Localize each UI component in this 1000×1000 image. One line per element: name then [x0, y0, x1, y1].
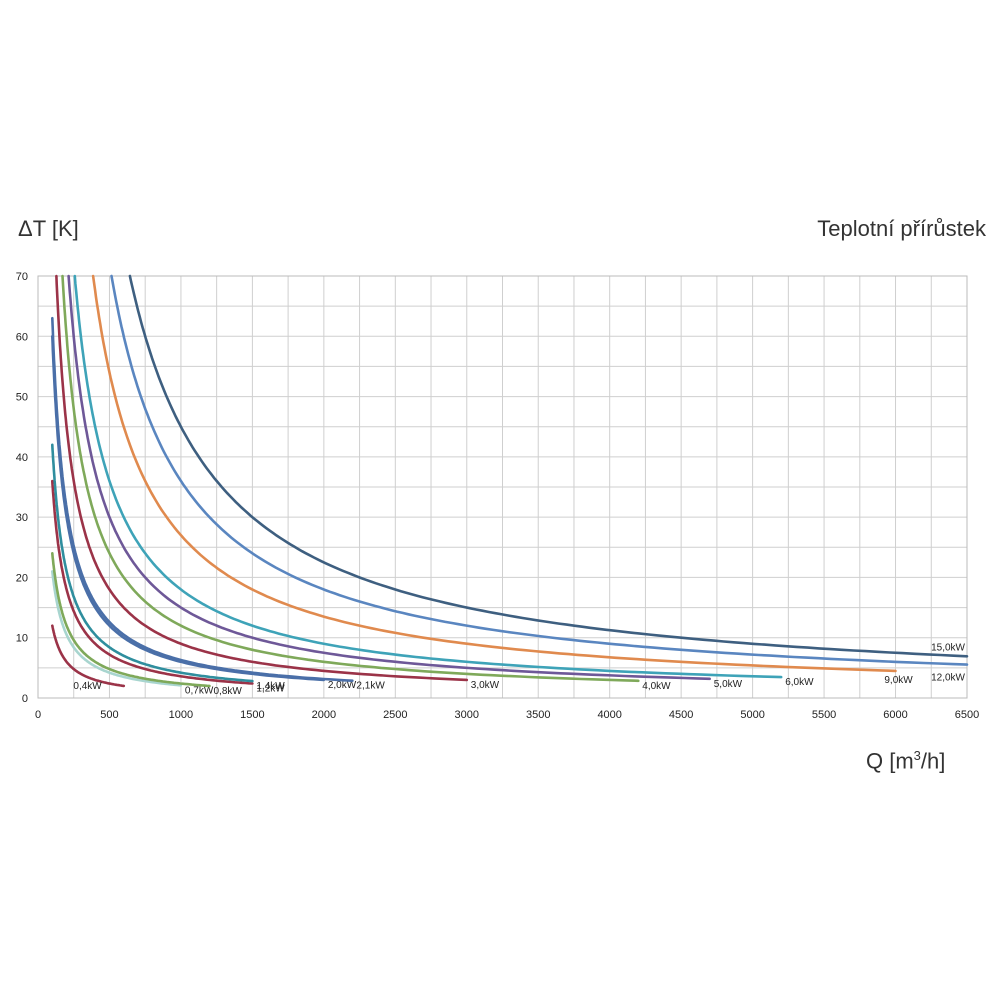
- series-line-4-0kW: [61, 274, 640, 683]
- y-tick-label: 10: [16, 633, 28, 645]
- series-label: 0,4kW: [73, 681, 102, 692]
- chart-title: Teplotní přírůstek: [817, 216, 986, 241]
- x-tick-label: 3500: [526, 709, 550, 721]
- y-tick-label: 30: [16, 512, 28, 524]
- x-axis-label: Q [m3/h]: [866, 748, 946, 774]
- series-line-9-0kW: [91, 274, 897, 673]
- series-label: 15,0kW: [931, 642, 965, 653]
- x-tick-label: 3000: [455, 709, 479, 721]
- series-label: 6,0kW: [785, 677, 814, 688]
- x-tick-label: 5000: [740, 709, 764, 721]
- series-line-5-0kW: [67, 274, 712, 681]
- x-tick-label: 1500: [240, 709, 264, 721]
- series-line-3-0kW: [55, 274, 469, 682]
- y-tick-label: 40: [16, 452, 28, 464]
- series-label: 4,0kW: [642, 681, 671, 692]
- series-label: 12,0kW: [931, 673, 965, 684]
- series-label: 3,0kW: [471, 680, 500, 691]
- y-tick-label: 70: [16, 271, 28, 283]
- x-tick-label: 0: [35, 709, 41, 721]
- series-line-6-0kW: [73, 274, 783, 679]
- x-tick-label: 4000: [597, 709, 621, 721]
- series-line-0-4kW: [50, 624, 126, 688]
- x-tick-label: 6500: [955, 709, 979, 721]
- series-label: 1,2kW: [256, 684, 285, 695]
- series-label: 0,7kW: [185, 685, 214, 696]
- series-line-2-1kW: [50, 316, 354, 683]
- series-label: 2,1kW: [356, 681, 385, 692]
- series-label: 2,0kW: [328, 680, 357, 691]
- series-line-12-0kW: [110, 274, 969, 666]
- y-tick-label: 60: [16, 331, 28, 343]
- x-tick-label: 5500: [812, 709, 836, 721]
- y-tick-label: 0: [22, 693, 28, 705]
- x-tick-label: 2500: [383, 709, 407, 721]
- series-label: 9,0kW: [884, 675, 913, 686]
- x-tick-label: 2000: [312, 709, 336, 721]
- y-axis-label: ΔT [K]: [18, 216, 79, 241]
- y-tick-label: 50: [16, 392, 28, 404]
- series-label: 1,4kW: [256, 681, 285, 692]
- series-line-0-7kW: [50, 570, 183, 687]
- series-line-0-8kW: [50, 551, 211, 688]
- x-tick-label: 1000: [169, 709, 193, 721]
- series-label: 0,8kW: [214, 686, 243, 697]
- plot-frame: [37, 275, 968, 699]
- y-tick-label: 20: [16, 572, 28, 584]
- x-tick-label: 500: [100, 709, 118, 721]
- series-line-1-4kW: [50, 443, 254, 683]
- series-line-15-0kW: [128, 274, 969, 658]
- series-line-1-2kW: [50, 479, 254, 685]
- x-tick-label: 4500: [669, 709, 693, 721]
- series-label: 5,0kW: [714, 679, 743, 690]
- x-tick-label: 6000: [883, 709, 907, 721]
